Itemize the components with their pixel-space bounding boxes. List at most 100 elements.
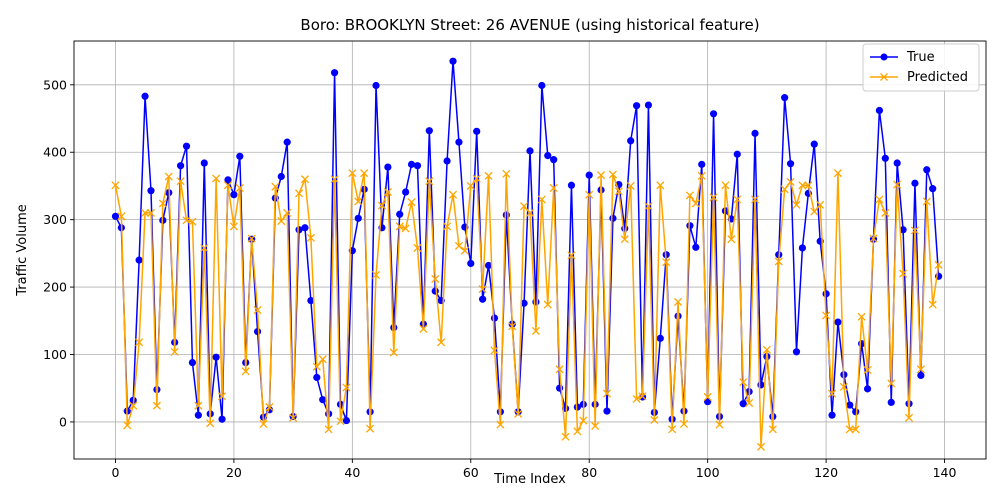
data-point-predicted — [827, 389, 837, 398]
data-point-true — [177, 162, 185, 170]
data-point-predicted — [206, 419, 215, 428]
data-point-true — [473, 127, 481, 135]
data-point-predicted — [887, 379, 896, 388]
data-point-predicted — [472, 174, 481, 183]
data-point-true — [781, 94, 789, 102]
data-point-predicted — [212, 174, 221, 183]
data-point-true — [443, 157, 451, 165]
data-point-true — [923, 166, 931, 174]
data-point-predicted — [537, 195, 546, 204]
data-point-predicted — [300, 175, 310, 184]
data-point-predicted — [135, 338, 144, 347]
series-predicted — [111, 169, 943, 451]
data-point-predicted — [614, 187, 623, 196]
data-point-predicted — [247, 234, 256, 243]
data-point-true — [656, 334, 664, 342]
data-point-true — [330, 69, 339, 77]
data-point-predicted — [508, 322, 517, 331]
data-point-predicted — [910, 226, 919, 235]
data-point-predicted — [869, 234, 878, 243]
data-point-predicted — [573, 427, 582, 436]
data-point-predicted — [715, 420, 724, 429]
data-point-predicted — [348, 169, 357, 178]
data-point-predicted — [620, 235, 629, 244]
data-point-predicted — [111, 181, 120, 190]
data-point-true — [342, 416, 351, 425]
data-point-predicted — [389, 348, 398, 357]
data-point-predicted — [632, 394, 641, 404]
data-point-predicted — [916, 365, 925, 374]
data-point-true — [917, 371, 925, 379]
data-point-true — [277, 172, 285, 181]
data-point-predicted — [780, 185, 789, 194]
data-point-predicted — [158, 199, 167, 208]
data-point-true — [739, 400, 747, 408]
data-point-predicted — [431, 274, 440, 284]
data-point-true — [852, 408, 860, 416]
legend-label-true: True — [906, 50, 935, 65]
chart-title: Boro: BROOKLYN Street: 26 AVENUE (using … — [300, 16, 759, 34]
data-point-predicted — [531, 326, 540, 335]
data-point-predicted — [377, 201, 387, 210]
data-point-predicted — [217, 392, 227, 401]
legend-marker-predicted — [880, 73, 888, 81]
data-point-predicted — [484, 171, 493, 180]
data-point-true — [567, 181, 576, 189]
data-point-predicted — [644, 202, 653, 211]
data-point-predicted — [478, 285, 487, 294]
data-point-predicted — [200, 243, 209, 253]
data-point-predicted — [798, 181, 807, 190]
data-point-true — [899, 226, 907, 234]
data-point-true — [431, 287, 439, 295]
data-point-true — [218, 415, 226, 423]
data-point-predicted — [448, 190, 458, 199]
data-point-predicted — [330, 175, 339, 184]
data-point-true — [627, 137, 635, 145]
data-point-predicted — [383, 187, 392, 197]
data-point-predicted — [460, 246, 469, 255]
data-point-predicted — [786, 177, 795, 186]
data-point-predicted — [324, 425, 333, 434]
y-tick-label: 300 — [43, 212, 67, 227]
y-tick-label: 0 — [59, 414, 67, 429]
data-point-true — [283, 138, 291, 146]
data-point-true — [301, 224, 309, 232]
data-point-predicted — [371, 270, 381, 280]
data-point-true — [224, 176, 232, 184]
data-point-predicted — [366, 424, 375, 433]
data-point-predicted — [265, 403, 274, 412]
data-point-true — [372, 81, 380, 90]
data-point-predicted — [792, 200, 801, 209]
data-point-true — [822, 290, 830, 298]
data-point-true — [490, 314, 499, 322]
data-point-true — [585, 171, 593, 179]
legend-box — [862, 43, 980, 92]
data-point-predicted — [241, 367, 250, 376]
data-point-true — [698, 160, 706, 168]
data-point-predicted — [188, 217, 197, 226]
data-point-predicted — [756, 442, 766, 451]
data-point-predicted — [822, 311, 831, 320]
x-tick-label: 20 — [226, 465, 242, 480]
data-point-true — [810, 140, 818, 148]
data-point-predicted — [733, 195, 742, 204]
data-point-predicted — [419, 324, 428, 333]
data-point-predicted — [881, 208, 890, 217]
data-point-predicted — [804, 181, 813, 190]
data-point-predicted — [626, 181, 635, 191]
data-point-true — [413, 162, 422, 170]
data-point-true — [384, 163, 392, 171]
data-point-predicted — [360, 169, 369, 178]
data-point-predicted — [662, 258, 671, 267]
data-point-predicted — [638, 392, 647, 401]
data-point-predicted — [567, 251, 576, 260]
data-point-true — [887, 398, 895, 406]
data-point-predicted — [904, 413, 914, 422]
data-point-predicted — [591, 421, 600, 431]
data-point-true — [396, 210, 404, 218]
data-point-true — [253, 327, 262, 336]
data-point-true — [621, 224, 629, 233]
data-point-predicted — [893, 180, 902, 189]
data-point-true — [407, 160, 416, 168]
x-tick-label: 80 — [581, 465, 597, 480]
